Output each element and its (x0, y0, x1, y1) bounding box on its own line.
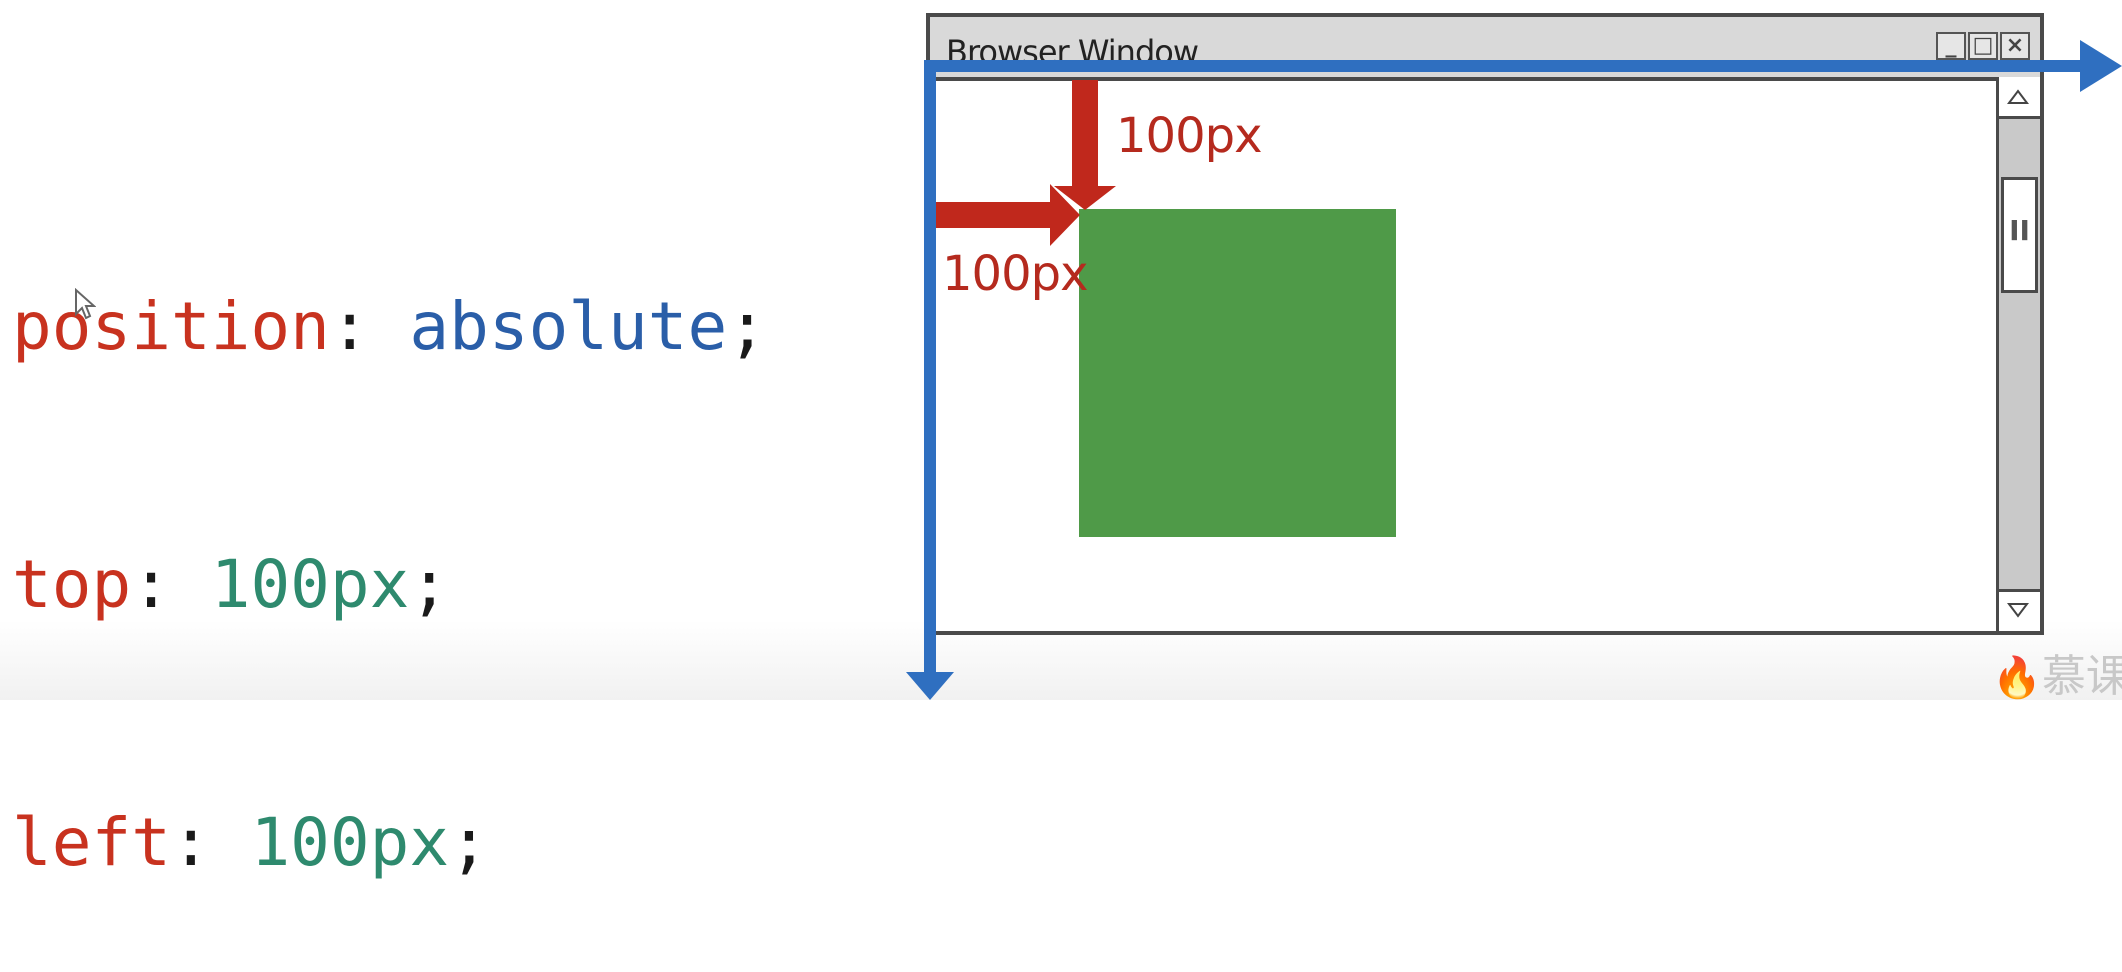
watermark-logo: 🔥慕课网 (1992, 640, 2122, 700)
code-line-position: position: absolute; (12, 284, 767, 370)
code-line-top: top: 100px; (12, 542, 767, 628)
scroll-up-icon (2007, 89, 2029, 104)
arrows-overlay (906, 40, 2122, 700)
y-axis-arrow (906, 60, 954, 700)
vertical-scrollbar[interactable]: II (1996, 77, 2040, 631)
flame-icon: 🔥 (1992, 655, 2042, 700)
scroll-down-icon (2007, 603, 2029, 618)
code-value: 100px (250, 804, 450, 881)
left-offset-label: 100px (942, 246, 1088, 302)
code-property: position (12, 288, 330, 365)
code-value: absolute (409, 288, 728, 365)
top-offset-arrow (1054, 80, 1116, 210)
code-separator: : (131, 546, 211, 623)
code-semicolon: ; (727, 288, 768, 365)
code-property: top (12, 546, 132, 623)
code-separator: : (170, 804, 251, 881)
maximize-icon[interactable]: □ (1968, 32, 1998, 60)
code-value: 100px (210, 546, 410, 623)
code-property: left (12, 804, 171, 881)
left-offset-arrow (936, 184, 1080, 246)
code-semicolon: ; (409, 546, 450, 623)
positioned-box (1079, 209, 1396, 537)
mouse-cursor-icon (75, 288, 96, 320)
minimize-icon[interactable]: _ (1936, 32, 1966, 60)
watermark-text: 慕课网 (2041, 651, 2122, 700)
scroll-up-button[interactable] (1999, 77, 2040, 119)
scroll-thumb[interactable]: II (2001, 177, 2038, 293)
close-icon[interactable]: × (2000, 32, 2030, 60)
top-offset-label: 100px (1116, 108, 1262, 164)
window-controls: _ □ × (1934, 32, 2030, 60)
code-line-left: left: 100px; (12, 800, 767, 886)
x-axis-arrow (926, 40, 2122, 92)
code-semicolon: ; (449, 804, 489, 881)
scroll-thumb-grip: II (2009, 214, 2030, 247)
code-separator: : (329, 288, 410, 365)
scroll-down-button[interactable] (1999, 589, 2040, 631)
